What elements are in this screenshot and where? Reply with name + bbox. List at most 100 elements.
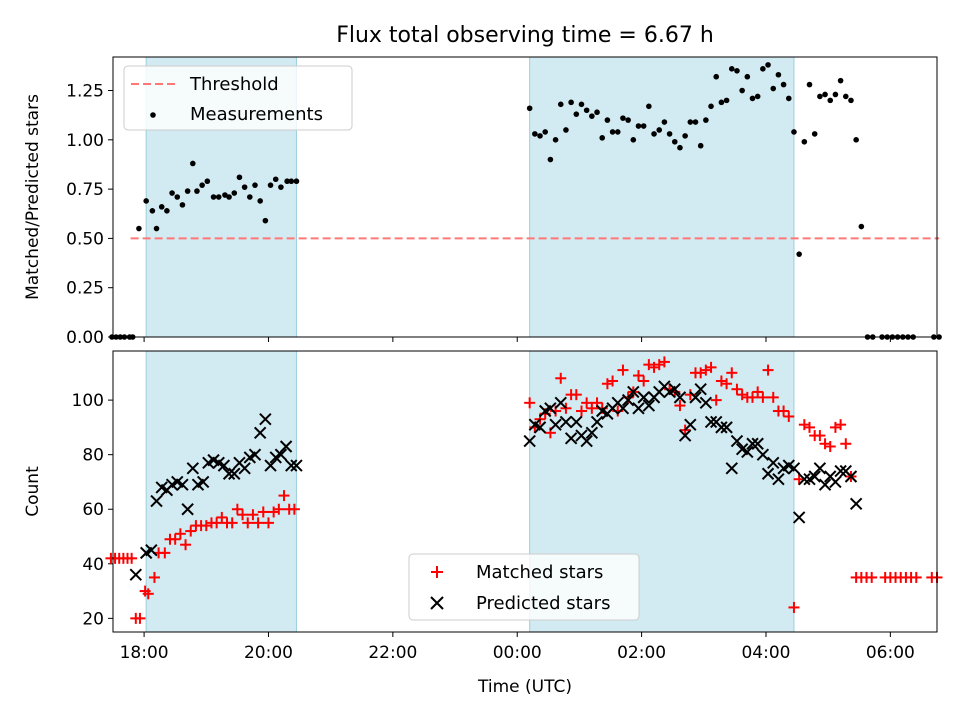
measurement-point bbox=[811, 131, 818, 137]
matched-star-point bbox=[262, 517, 274, 529]
measurement-point bbox=[791, 129, 797, 135]
predicted-star-point bbox=[720, 421, 733, 434]
matched-star-point bbox=[752, 386, 764, 398]
measurement-point bbox=[806, 81, 813, 88]
measurement-point bbox=[936, 334, 942, 340]
measurement-point bbox=[630, 137, 637, 143]
measurement-point bbox=[703, 117, 709, 123]
matched-star-point bbox=[159, 547, 171, 559]
matched-star-point bbox=[524, 397, 536, 409]
x-tick-label: 04:00 bbox=[741, 643, 790, 663]
measurement-point bbox=[848, 97, 854, 104]
measurement-point bbox=[136, 225, 142, 232]
measurement-point bbox=[153, 225, 160, 232]
matched-star-point bbox=[778, 405, 790, 417]
measurement-point bbox=[858, 223, 865, 230]
predicted-star-point bbox=[580, 434, 593, 448]
measurement-point bbox=[293, 178, 300, 185]
y-tick-label: 100 bbox=[72, 391, 104, 411]
predicted-star-point bbox=[616, 402, 630, 415]
measurement-point bbox=[552, 137, 559, 143]
predicted-star-point bbox=[725, 462, 738, 475]
measurement-point bbox=[236, 174, 243, 181]
observing-interval-2 bbox=[529, 56, 795, 338]
measurement-point bbox=[278, 184, 284, 190]
bottom-shaded-intervals bbox=[145, 350, 795, 633]
measurement-point bbox=[583, 107, 590, 114]
measurement-point bbox=[257, 198, 263, 204]
measurement-point bbox=[143, 198, 149, 204]
measurement-point bbox=[775, 71, 782, 78]
measurement-point bbox=[179, 202, 186, 208]
matched-star-point bbox=[148, 571, 160, 583]
x-tick-label: 20:00 bbox=[244, 643, 293, 663]
legend-predicted-label: Predicted stars bbox=[476, 593, 610, 614]
matched-star-point bbox=[570, 389, 582, 401]
matched-star-point bbox=[575, 405, 587, 417]
measurement-point bbox=[174, 194, 181, 200]
measurement-point bbox=[573, 111, 580, 117]
matched-star-point bbox=[747, 391, 759, 403]
matched-star-point bbox=[910, 571, 922, 583]
matched-star-point bbox=[257, 506, 269, 518]
matched-star-point bbox=[555, 372, 567, 384]
predicted-star-point bbox=[741, 445, 754, 459]
measurement-point bbox=[677, 144, 683, 151]
legend-measurements-swatch bbox=[150, 112, 156, 118]
matched-star-point bbox=[762, 364, 774, 376]
measurement-point bbox=[646, 103, 652, 110]
measurement-point bbox=[817, 93, 823, 100]
measurement-point bbox=[532, 131, 538, 137]
measurement-point bbox=[241, 184, 248, 190]
matched-star-point bbox=[288, 503, 300, 515]
measurement-point bbox=[682, 133, 688, 139]
predicted-star-point bbox=[678, 429, 692, 442]
matched-star-point bbox=[840, 438, 852, 450]
matched-star-point bbox=[783, 410, 795, 422]
matched-star-point bbox=[581, 397, 593, 409]
predicted-star-point bbox=[253, 426, 267, 440]
matched-star-point bbox=[185, 525, 197, 537]
measurement-point bbox=[169, 190, 175, 196]
matched-star-point bbox=[632, 370, 644, 382]
matched-star-point bbox=[674, 400, 686, 412]
predicted-star-point bbox=[632, 402, 645, 415]
measurement-point bbox=[284, 178, 290, 185]
predicted-star-point bbox=[274, 448, 288, 461]
measurement-point bbox=[594, 109, 600, 116]
measurement-point bbox=[578, 101, 585, 108]
predicted-star-point bbox=[228, 467, 241, 480]
measurement-point bbox=[822, 91, 828, 98]
matched-star-point bbox=[705, 361, 717, 373]
predicted-star-point bbox=[642, 399, 656, 412]
predicted-star-point bbox=[684, 418, 697, 431]
top-y-axis-label: Matched/Predicted stars bbox=[23, 94, 43, 300]
predicted-star-point bbox=[533, 421, 547, 434]
matched-star-point bbox=[788, 601, 800, 613]
chart-title: Flux total observing time = 6.67 h bbox=[336, 23, 714, 48]
measurement-point bbox=[728, 66, 735, 72]
measurement-point bbox=[568, 99, 574, 106]
matched-star-point bbox=[721, 378, 733, 390]
matched-star-point bbox=[767, 391, 779, 403]
predicted-star-point bbox=[699, 396, 713, 410]
predicted-star-point bbox=[279, 440, 293, 453]
measurement-point bbox=[661, 119, 668, 125]
matched-star-point bbox=[226, 517, 238, 529]
x-tick-label: 18:00 bbox=[120, 643, 169, 663]
x-axis-label: Time (UTC) bbox=[477, 677, 572, 697]
measurement-point bbox=[651, 131, 657, 137]
predicted-star-point bbox=[829, 475, 842, 489]
measurement-point bbox=[620, 115, 626, 121]
matched-star-point bbox=[142, 588, 154, 600]
top-legend-box bbox=[123, 65, 353, 131]
matched-star-point bbox=[866, 571, 878, 583]
measurement-point bbox=[604, 117, 611, 123]
measurement-point bbox=[739, 87, 745, 94]
y-tick-label: 40 bbox=[82, 555, 104, 575]
bottom-legend: Matched stars Predicted stars bbox=[408, 553, 640, 621]
predicted-star-point bbox=[761, 467, 775, 480]
predicted-star-point bbox=[570, 415, 583, 429]
measurement-point bbox=[252, 182, 258, 188]
matched-star-point bbox=[638, 375, 650, 387]
